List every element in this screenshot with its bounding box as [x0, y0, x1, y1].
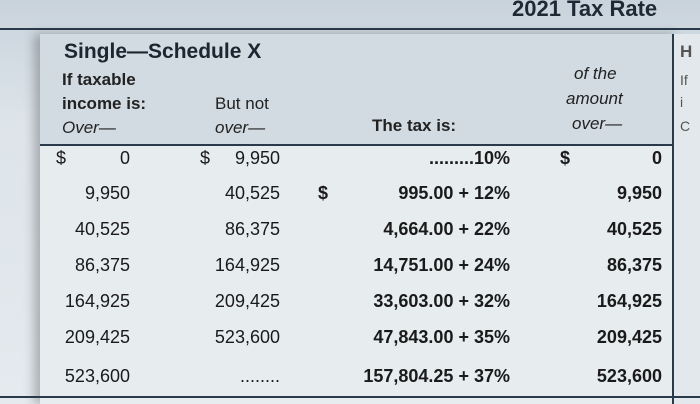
title-rule	[0, 28, 700, 30]
cell-amount-over: 164,925	[596, 291, 662, 311]
cell-tax: 995.00 + 12%	[398, 183, 510, 203]
cell-but-not-over: 86,375	[224, 219, 280, 239]
cell-but-not-currency: $	[200, 148, 211, 168]
cell-but-not-over: 209,425	[214, 291, 280, 311]
header-amount: amount	[566, 89, 623, 108]
schedule-title: Single—Schedule X	[64, 40, 262, 63]
cell-over: 86,375	[74, 255, 130, 275]
cell-amount-over: 9,950	[616, 183, 662, 203]
header-of-the: of the	[574, 64, 617, 83]
header-tax-is: The tax is:	[372, 116, 457, 135]
cell-but-not-over: ........	[239, 366, 280, 386]
cell-over: 164,925	[64, 291, 130, 311]
bottom-rule	[0, 396, 700, 398]
header-if-taxable: If taxable	[62, 70, 136, 89]
table-title: 2021 Tax Rate	[512, 0, 658, 21]
cell-over: 209,425	[64, 327, 130, 347]
cell-amount-over: 209,425	[596, 327, 662, 347]
schedule-header-band	[40, 34, 680, 144]
right-fragment: H	[680, 42, 693, 61]
cell-amount-over: 86,375	[606, 255, 662, 275]
cell-over-currency: $	[56, 148, 67, 168]
cell-over: 0	[119, 148, 130, 168]
header-over: Over—	[62, 118, 116, 137]
cell-tax: 14,751.00 + 24%	[373, 255, 510, 275]
right-fragment: If	[680, 72, 688, 88]
cell-amount-over: 523,600	[596, 366, 662, 386]
right-fragment: i	[680, 94, 684, 110]
cell-over: 9,950	[84, 183, 130, 203]
cell-tax: 4,664.00 + 22%	[383, 219, 510, 239]
cell-amount-currency: $	[560, 148, 571, 168]
header-rule	[40, 144, 672, 146]
cell-tax: 47,843.00 + 35%	[373, 327, 510, 347]
right-fragment: C	[680, 118, 691, 134]
header-amount-over: over—	[572, 114, 623, 133]
cell-tax-currency: $	[318, 183, 329, 203]
cell-tax: .........10%	[428, 148, 510, 168]
cell-over: 523,600	[64, 366, 130, 386]
cell-tax: 157,804.25 + 37%	[363, 366, 510, 386]
cell-tax: 33,603.00 + 32%	[373, 291, 510, 311]
header-but-not: But not	[215, 94, 269, 113]
next-schedule-edge: H If i C	[672, 34, 700, 404]
cell-but-not-over: 40,525	[224, 183, 280, 203]
cell-amount-over: 0	[651, 148, 662, 168]
cell-but-not-over: 9,950	[234, 148, 280, 168]
cell-over: 40,525	[74, 219, 130, 239]
cell-but-not-over: 523,600	[214, 327, 280, 347]
header-income-is: income is:	[62, 94, 147, 113]
cell-but-not-over: 164,925	[214, 255, 280, 275]
cell-amount-over: 40,525	[606, 219, 662, 239]
header-but-not-over: over—	[215, 118, 266, 137]
